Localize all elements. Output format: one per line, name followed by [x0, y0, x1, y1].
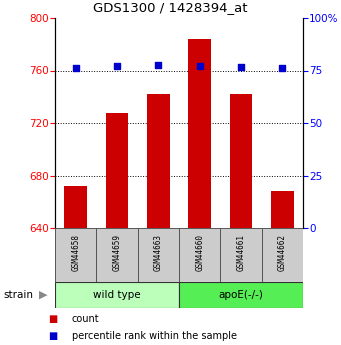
Text: GSM44658: GSM44658	[71, 234, 80, 271]
Bar	[179, 228, 220, 282]
Text: GSM44663: GSM44663	[154, 234, 163, 271]
Point	[238, 65, 244, 70]
Text: wild type: wild type	[93, 290, 141, 300]
Bar	[55, 282, 179, 308]
Text: apoE(-/-): apoE(-/-)	[219, 290, 264, 300]
Point	[114, 63, 120, 69]
Bar	[64, 186, 87, 228]
Text: GDS1300 / 1428394_at: GDS1300 / 1428394_at	[93, 1, 248, 14]
Bar	[220, 228, 262, 282]
Point	[155, 62, 161, 68]
Text: GSM44661: GSM44661	[237, 234, 246, 271]
Text: count: count	[72, 314, 99, 324]
Bar	[147, 94, 170, 228]
Text: percentile rank within the sample: percentile rank within the sample	[72, 331, 237, 341]
Text: GSM44662: GSM44662	[278, 234, 287, 271]
Point	[280, 66, 285, 71]
Bar	[262, 228, 303, 282]
Text: strain: strain	[3, 290, 33, 300]
Text: GSM44659: GSM44659	[113, 234, 121, 271]
Bar	[55, 228, 97, 282]
Point	[197, 63, 203, 69]
Bar	[179, 282, 303, 308]
Bar	[271, 191, 294, 228]
Bar	[97, 228, 138, 282]
Bar	[188, 39, 211, 228]
Text: GSM44660: GSM44660	[195, 234, 204, 271]
Point	[73, 66, 78, 71]
Bar	[138, 228, 179, 282]
Text: ▶: ▶	[39, 290, 48, 300]
Text: ■: ■	[48, 331, 57, 341]
Bar	[229, 94, 252, 228]
Text: ■: ■	[48, 314, 57, 324]
Bar	[106, 112, 128, 228]
